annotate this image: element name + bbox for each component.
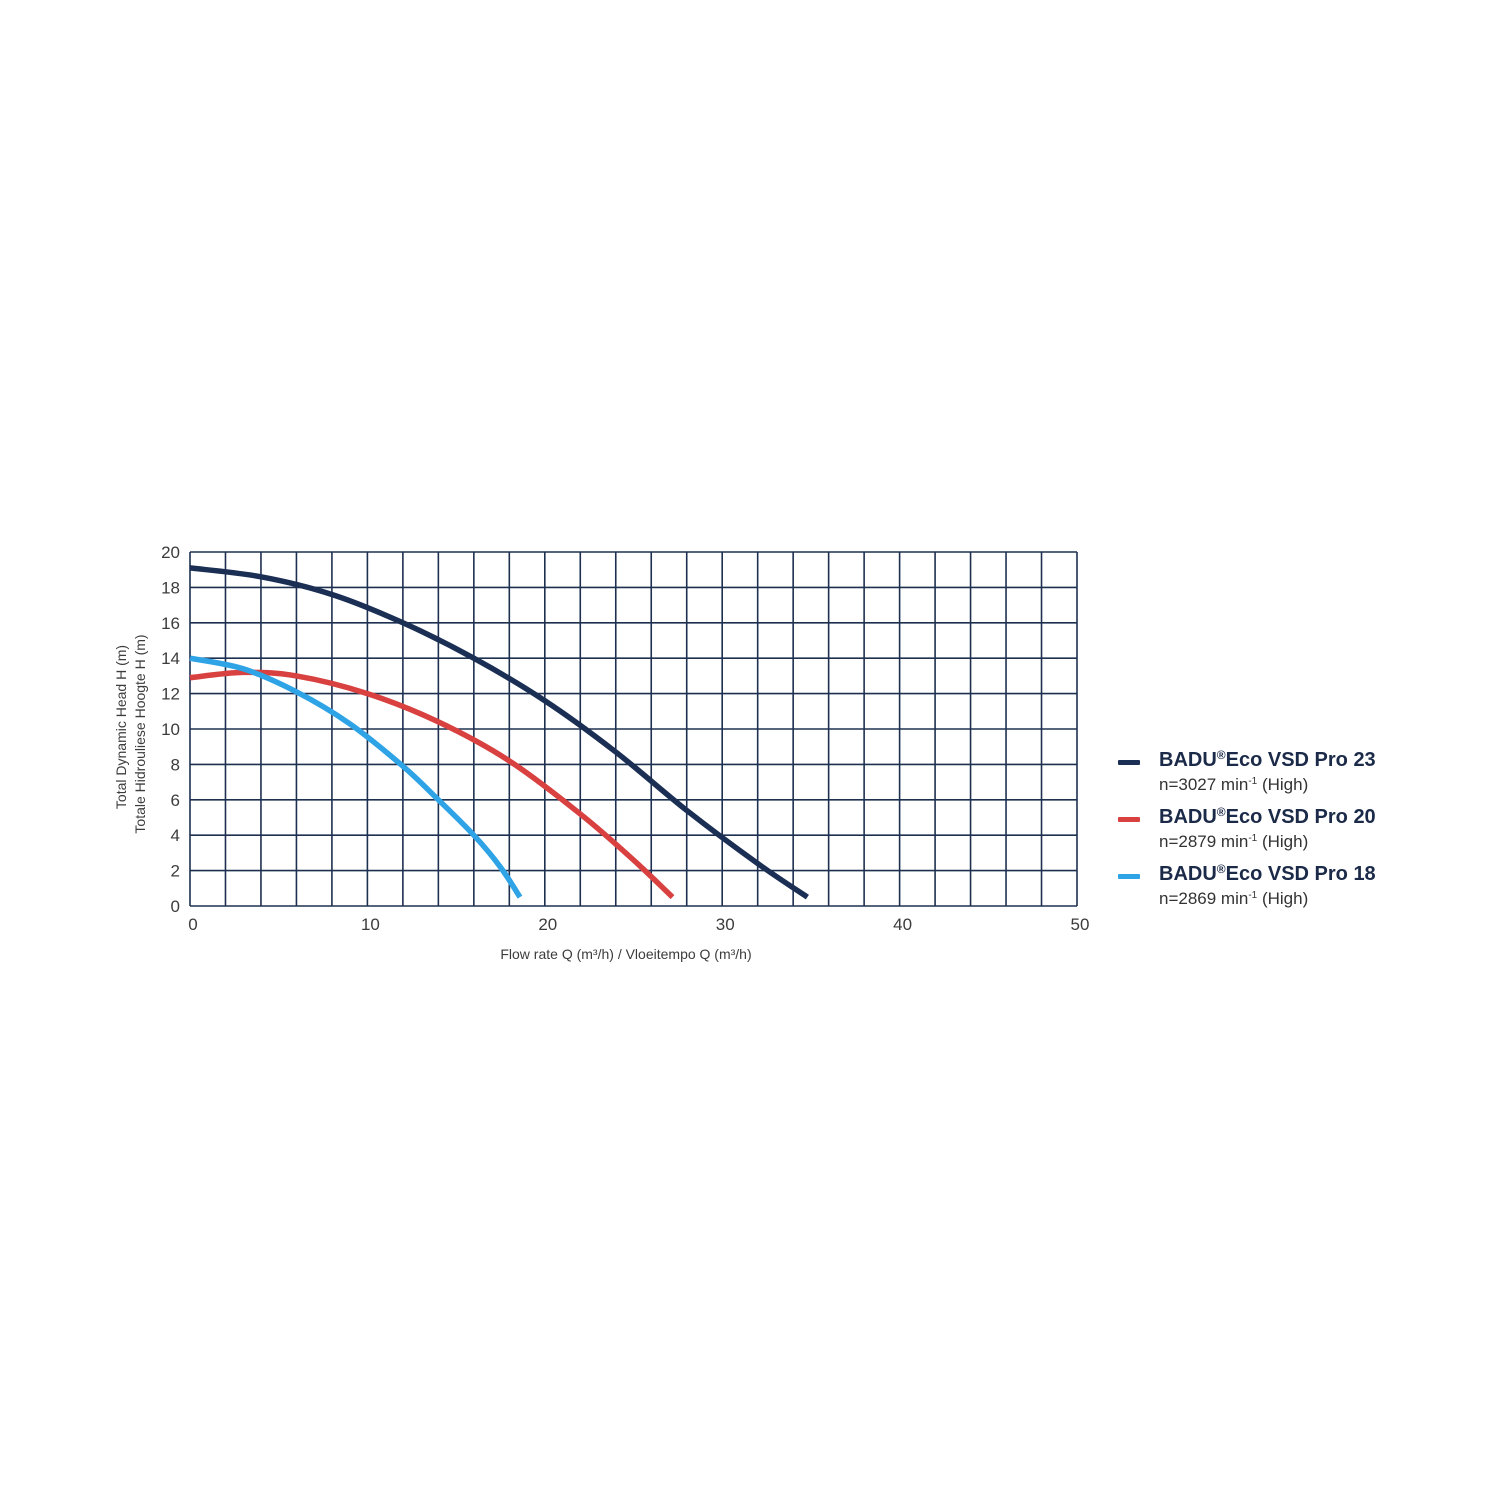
legend-swatch — [1118, 874, 1140, 879]
legend-series-speed: n=2869 min-1 (High) — [1159, 889, 1309, 908]
y-tick-label: 20 — [161, 543, 180, 562]
x-axis-label: Flow rate Q (m³/h) / Vloeitempo Q (m³/h) — [500, 946, 751, 962]
y-axis-label-line-2: Totale Hidrouliese Hoogte H (m) — [132, 634, 148, 833]
y-tick-label: 18 — [161, 578, 180, 597]
series-line-eco-vsd-pro-20 — [189, 669, 675, 900]
series-line-eco-vsd-pro-23 — [189, 565, 809, 900]
legend-item-pro-20: BADU®Eco VSD Pro 20 n=2879 min-1 (High) — [1118, 805, 1498, 862]
y-tick-label: 14 — [161, 649, 180, 668]
legend-series-name: BADU®Eco VSD Pro 20 — [1159, 805, 1376, 828]
x-tick-label: 0 — [188, 915, 197, 934]
y-axis-label-line-1: Total Dynamic Head H (m) — [113, 645, 129, 809]
y-tick-label: 2 — [171, 862, 180, 881]
y-tick-label: 4 — [171, 826, 180, 845]
y-tick-label: 8 — [171, 755, 180, 774]
series-lines — [189, 565, 809, 900]
y-tick-label: 12 — [161, 685, 180, 704]
y-tick-label: 0 — [171, 897, 180, 916]
series-line-eco-vsd-pro-18 — [189, 655, 523, 899]
y-tick-label: 10 — [161, 720, 180, 739]
y-tick-labels: 0 2 4 6 8 10 12 14 16 18 20 — [161, 543, 180, 916]
x-tick-label: 10 — [361, 915, 380, 934]
grid — [189, 551, 1078, 907]
legend-series-speed: n=2879 min-1 (High) — [1159, 832, 1309, 851]
legend: BADU®Eco VSD Pro 23 n=3027 min-1 (High) … — [1118, 748, 1498, 919]
legend-series-name: BADU®Eco VSD Pro 18 — [1159, 862, 1376, 885]
legend-swatch — [1118, 760, 1140, 765]
legend-swatch — [1118, 817, 1140, 822]
x-tick-labels: 0 10 20 30 40 50 — [188, 915, 1089, 934]
legend-series-speed: n=3027 min-1 (High) — [1159, 775, 1309, 794]
legend-series-name: BADU®Eco VSD Pro 23 — [1159, 748, 1376, 771]
legend-item-pro-23: BADU®Eco VSD Pro 23 n=3027 min-1 (High) — [1118, 748, 1498, 805]
y-tick-label: 6 — [171, 791, 180, 810]
x-tick-label: 30 — [716, 915, 735, 934]
legend-item-pro-18: BADU®Eco VSD Pro 18 n=2869 min-1 (High) — [1118, 862, 1498, 919]
x-tick-label: 40 — [893, 915, 912, 934]
y-tick-label: 16 — [161, 614, 180, 633]
x-tick-label: 20 — [538, 915, 557, 934]
x-tick-label: 50 — [1071, 915, 1090, 934]
